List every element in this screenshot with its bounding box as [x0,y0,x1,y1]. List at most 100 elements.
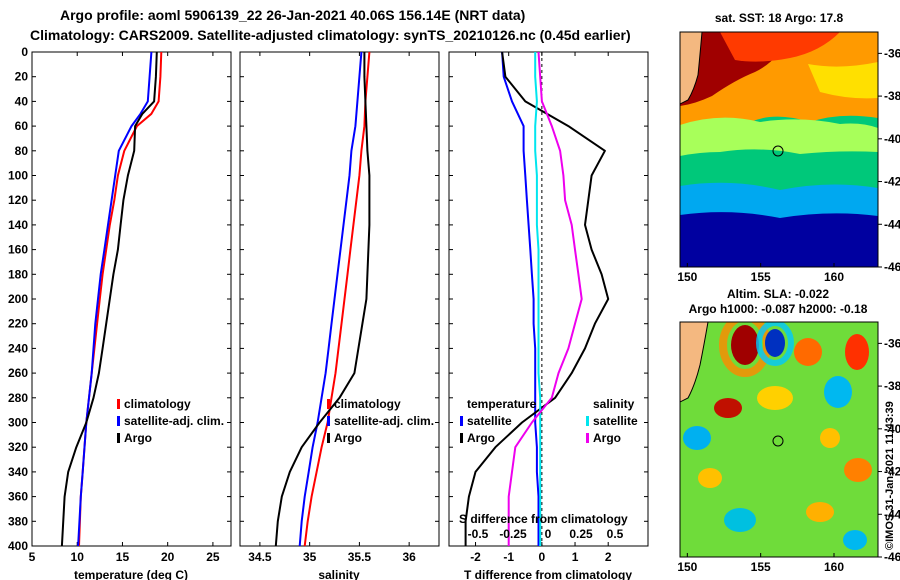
map-y-tick-label: -42 [884,465,900,479]
sla-land [680,322,709,403]
y-tick-label: 280 [8,391,28,405]
sla-cool-spot [683,426,711,450]
sla-map-title-1: Altim. SLA: -0.022 [727,287,829,301]
secondary-tick-label: -0.25 [499,527,527,541]
legend-swatch-temp-argo [460,433,463,443]
map-y-tick-label: -38 [884,89,900,103]
sla-warm-spot [714,398,742,418]
y-tick-label: 260 [8,366,28,380]
secondary-tick-label: -0.5 [468,527,489,541]
sla-warm-spot [844,458,872,482]
sst-warm-eddy [720,32,840,62]
map-x-tick-label: 155 [751,270,771,284]
y-tick-label: 300 [8,416,28,430]
series-line-satellite-adj-clim [77,51,153,547]
map-x-tick-label: 150 [677,270,697,284]
y-tick-label: 360 [8,490,28,504]
secondary-tick-label: 0.5 [607,527,624,541]
difference-plot: -2 -1 0 1 2 [449,51,648,564]
x-tick-label: 35 [303,550,317,564]
y-tick-label: 240 [8,341,28,355]
series-line-temperature-argo [464,51,610,546]
series-line-argo [274,52,371,547]
legend-label-sal-satellite: satellite [593,414,638,428]
y-tick-label: 20 [15,70,29,84]
sst-land [680,32,703,105]
sst-map [680,32,878,267]
sla-yellow-spot [806,502,834,522]
y-tick-label: 340 [8,465,28,479]
x-tick-label: 1 [572,550,579,564]
temperature-plot: 0 20 40 60 80 100 120 140 160 180 200 220 240 260 280 3… [8,45,231,564]
sst-map-title: sat. SST: 18 Argo: 17.8 [715,11,844,25]
difference-axis-title: T difference from climatology [464,568,632,580]
x-tick-label: 2 [605,550,612,564]
legend-swatch-argo [327,433,330,443]
sla-warm-spot [794,338,822,366]
legend-label-climatology: climatology [124,397,191,411]
series-line-temperature-satellite [501,51,540,546]
salinity-plot: 34.5 35 35.5 36 [240,51,439,564]
sst-front [680,117,878,156]
x-tick-label: 15 [116,550,130,564]
series-line-climatology [78,51,163,547]
series-line-argo [60,51,158,547]
header-line-2: Climatology: CARS2009. Satellite-adjuste… [30,27,631,43]
map-y-tick-label: -36 [884,46,900,60]
legend-title-temperature: temperature [467,397,537,411]
sla-warm-spot [845,334,869,370]
header-line-1: Argo profile: aoml 5906139_22 26-Jan-202… [60,7,525,23]
legend-label-climatology: climatology [334,397,401,411]
y-tick-label: 400 [8,539,28,553]
sla-map-frame [679,321,879,558]
legend-label-argo: Argo [124,431,152,445]
y-tick-label: 140 [8,218,28,232]
y-tick-label: 120 [8,193,28,207]
x-tick-label: 10 [71,550,85,564]
x-tick-label: 25 [206,550,220,564]
map-y-tick-label: -38 [884,379,900,393]
temperature-axis-title: temperature (deg C) [74,568,188,580]
sst-cold-water [680,212,878,267]
sst-map-frame [679,31,879,268]
secondary-tick-label: 0 [545,527,552,541]
sla-high-eddy [731,325,759,365]
x-tick-label: -1 [503,550,514,564]
sla-yellow-spot [757,386,793,410]
x-tick-label: -2 [470,550,481,564]
sla-cool-spot [724,508,756,532]
legend-swatch-climatology [117,399,120,409]
y-tick-label: 200 [8,292,28,306]
legend-label-satellite: satellite-adj. clim. [124,414,224,428]
y-tick-label: 60 [15,119,29,133]
legend-label-temp-argo: Argo [467,431,495,445]
sla-yellow-spot [698,468,722,488]
legend-swatch-sal-argo [586,433,589,443]
map-y-tick-label: -40 [884,132,900,146]
y-tick-label: 80 [15,144,29,158]
x-tick-label: 34.5 [248,550,272,564]
legend-title-salinity: salinity [593,397,635,411]
y-tick-label: 0 [21,45,28,59]
sst-cool-band [680,182,878,222]
map-y-tick-label: -46 [884,550,900,564]
x-tick-label: 35.5 [348,550,372,564]
sla-cool-spot [824,376,852,408]
series-line-salinity-argo [507,51,583,546]
y-tick-label: 100 [8,169,28,183]
sst-map-axes: 150 155 160 -36 -38 -40 -42 -44 -46 [677,46,900,284]
map-x-tick-label: 150 [677,560,697,574]
map-y-tick-label: -42 [884,175,900,189]
secondary-axis-label: S difference from climatology [459,512,628,526]
y-tick-label: 380 [8,514,28,528]
map-x-tick-label: 160 [824,560,844,574]
map-y-tick-label: -36 [884,336,900,350]
map-y-tick-label: -46 [884,260,900,274]
legend-swatch-argo [117,433,120,443]
difference-panel-frame [448,51,649,547]
map-y-tick-label: -44 [884,507,900,521]
sla-yellow-spot [820,428,840,448]
sla-argo-marker [772,435,784,447]
legend-swatch-temp-satellite [460,416,463,426]
sla-low-eddy-ring [756,322,794,366]
